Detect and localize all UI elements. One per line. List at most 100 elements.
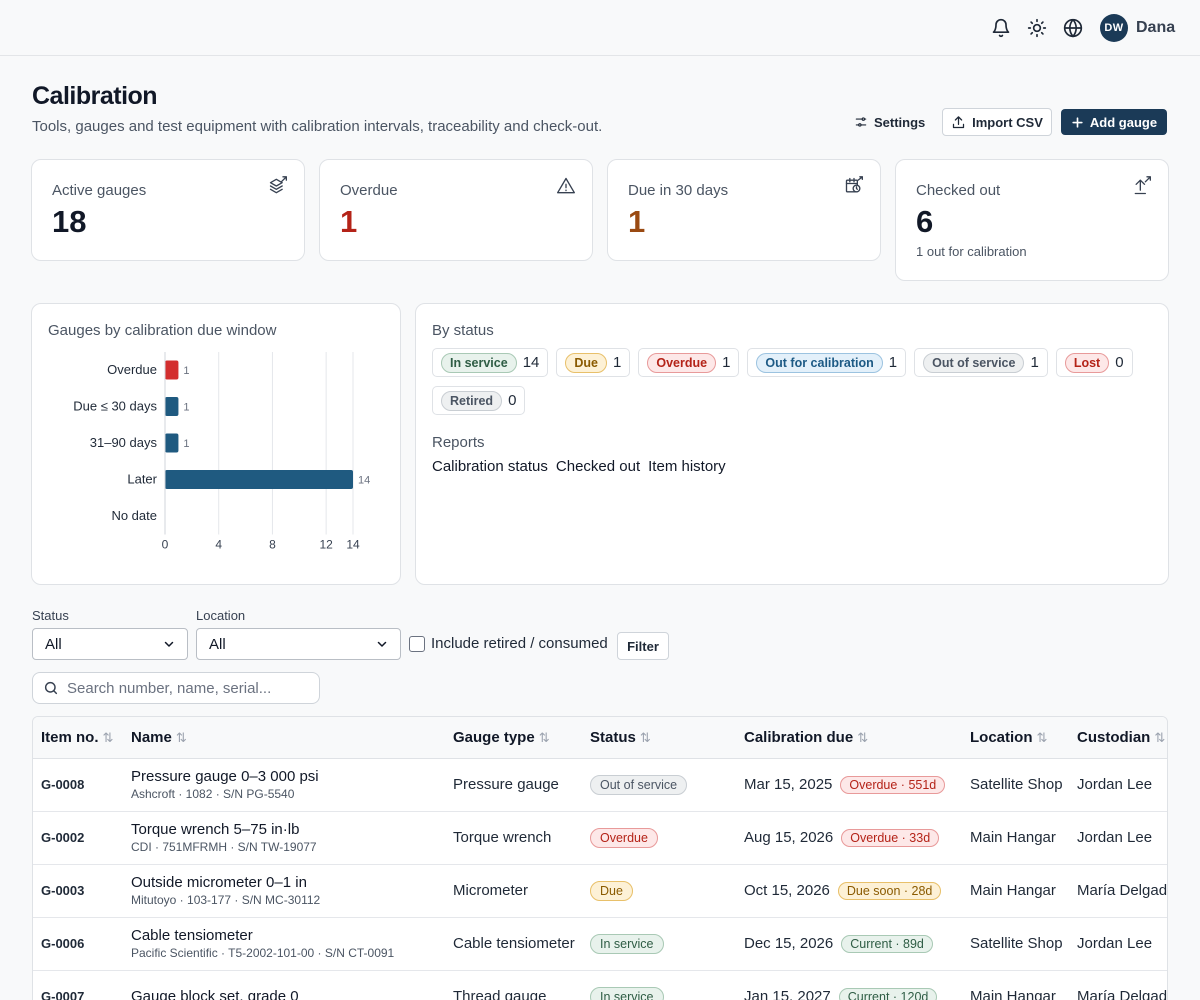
calibration-due-cell: Oct 15, 2026 Due soon · 28d: [736, 864, 962, 918]
column-header-name[interactable]: Name ⇅: [123, 717, 445, 759]
bar: [165, 360, 179, 380]
status-chip[interactable]: Due 1: [556, 348, 631, 377]
status-filter-select[interactable]: All: [32, 628, 188, 660]
item-name[interactable]: Pressure gauge 0–3 000 psi: [131, 767, 319, 785]
due-date: Oct 15, 2026: [744, 882, 830, 899]
column-header-status[interactable]: Status ⇅: [582, 717, 736, 759]
search-input[interactable]: [67, 679, 297, 697]
item-name[interactable]: Outside micrometer 0–1 in: [131, 873, 307, 891]
status-chip-count: 0: [508, 392, 517, 409]
table-row[interactable]: G-0003 Outside micrometer 0–1 in Mitutoyo …: [33, 864, 1167, 918]
item-details: Ashcroft · 1082 · S/N PG-5540: [131, 786, 295, 801]
import-csv-button[interactable]: Import CSV: [942, 108, 1052, 136]
sort-icon: ⇅: [175, 729, 187, 745]
calibration-due-cell: Aug 15, 2026 Overdue · 33d: [736, 811, 962, 865]
stat-card-active-gauges[interactable]: Active gauges 18: [31, 159, 305, 261]
search-box[interactable]: [32, 672, 320, 704]
item-no-cell[interactable]: G-0002: [33, 811, 123, 865]
stat-note: 1 out for calibration: [916, 244, 1027, 259]
sort-icon: ⇅: [538, 729, 550, 745]
stat-card-due-30[interactable]: Due in 30 days 1: [607, 159, 881, 261]
stat-label: Active gauges: [52, 182, 147, 199]
stat-value: 1: [628, 204, 646, 239]
name-cell[interactable]: Torque wrench 5–75 in·lb CDI · 751MFRMH ·…: [123, 811, 445, 865]
reports-title: Reports: [432, 434, 485, 451]
custodian-cell: Jordan Lee: [1069, 811, 1167, 865]
sun-icon[interactable]: [1026, 17, 1048, 39]
status-chip-label: Due: [565, 352, 607, 373]
column-header-gauge-type[interactable]: Gauge type ⇅: [445, 717, 582, 759]
status-chip-label: In service: [441, 352, 517, 373]
status-badge: In service: [590, 987, 664, 1000]
user-name[interactable]: Dana: [1136, 19, 1176, 36]
item-details: Mitutoyo · 103-177 · S/N MC-30112: [131, 892, 321, 907]
bar: [165, 397, 179, 416]
globe-icon[interactable]: [1062, 17, 1084, 39]
column-header-custodian[interactable]: Custodian ⇅: [1069, 717, 1167, 759]
due-window-bar-chart: 0 4 8 12 14 Overdue 1 Due ≤ 30 days 1 31–90 days 1…: [73, 352, 370, 552]
status-chip-count: 1: [1030, 354, 1039, 371]
search-icon: [44, 681, 58, 695]
due-date: Aug 15, 2026: [744, 829, 834, 846]
column-header-item-no[interactable]: Item no. ⇅: [33, 717, 123, 759]
column-header-location[interactable]: Location ⇅: [962, 717, 1069, 759]
column-header-calibration-due[interactable]: Calibration due ⇅: [736, 717, 962, 759]
item-name[interactable]: Torque wrench 5–75 in·lb: [131, 820, 300, 838]
status-chip-label: Out for calibration: [756, 352, 883, 373]
report-link-calibration-status[interactable]: Calibration status: [432, 458, 548, 475]
status-chip[interactable]: Out for calibration 1: [747, 348, 907, 377]
item-name[interactable]: Cable tensiometer: [131, 926, 253, 944]
gauge-type-cell: Torque wrench: [445, 811, 582, 865]
settings-button[interactable]: Settings: [848, 109, 931, 135]
bar-value-label: 1: [183, 365, 189, 377]
bell-icon[interactable]: [990, 17, 1012, 39]
by-status-title: By status: [432, 322, 494, 339]
sort-icon: ⇅: [102, 729, 114, 745]
status-chip[interactable]: In service 14: [432, 348, 549, 377]
table-row[interactable]: G-0007 Gauge block set, grade 0 Thread gau…: [33, 970, 1167, 1000]
status-badge: Overdue: [590, 828, 658, 848]
report-link-item-history[interactable]: Item history: [648, 458, 726, 475]
item-no-cell[interactable]: G-0003: [33, 864, 123, 918]
stat-card-checked-out[interactable]: Checked out 6 1 out for calibration: [895, 159, 1169, 281]
add-gauge-button[interactable]: Add gauge: [1061, 109, 1167, 135]
status-chip[interactable]: Out of service 1: [914, 348, 1048, 377]
custodian-cell: María Delgado: [1069, 970, 1167, 1000]
avatar[interactable]: DW: [1100, 14, 1128, 42]
table-row[interactable]: G-0008 Pressure gauge 0–3 000 psi Ashcroft…: [33, 758, 1167, 812]
settings-label: Settings: [874, 114, 926, 130]
upload-icon: [1134, 176, 1151, 195]
include-retired-label[interactable]: Include retired / consumed: [431, 635, 608, 652]
bar: [165, 470, 353, 489]
item-no-cell[interactable]: G-0007: [33, 970, 123, 1000]
item-no-cell[interactable]: G-0008: [33, 758, 123, 812]
name-cell[interactable]: Pressure gauge 0–3 000 psi Ashcroft · 108…: [123, 758, 445, 812]
calibration-due-cell: Dec 15, 2026 Current · 89d: [736, 917, 962, 971]
location-filter-label: Location: [196, 608, 246, 623]
name-cell[interactable]: Outside micrometer 0–1 in Mitutoyo · 103-…: [123, 864, 445, 918]
name-cell[interactable]: Gauge block set, grade 0: [123, 970, 445, 1000]
stat-card-overdue[interactable]: Overdue 1: [319, 159, 593, 261]
include-retired-checkbox[interactable]: [409, 636, 425, 652]
category-label: Due ≤ 30 days: [73, 399, 157, 414]
status-chip[interactable]: Lost 0: [1055, 348, 1133, 377]
item-name[interactable]: Gauge block set, grade 0: [131, 987, 299, 1000]
name-cell[interactable]: Cable tensiometer Pacific Scientific · T5…: [123, 917, 445, 971]
item-details: Pacific Scientific · T5-2002-101-00 · S/…: [131, 945, 395, 960]
status-badge: In service: [590, 934, 664, 954]
report-link-checked-out[interactable]: Checked out: [555, 458, 641, 475]
custodian-cell: Jordan Lee: [1069, 758, 1167, 812]
status-chip-label: Out of service: [923, 352, 1025, 373]
location-filter-select[interactable]: All: [196, 628, 401, 660]
table-row[interactable]: G-0006 Cable tensiometer Pacific Scientifi…: [33, 917, 1167, 971]
plus-icon: [1072, 116, 1083, 128]
due-badge: Current · 120d: [838, 988, 938, 1000]
status-chip[interactable]: Overdue 1: [638, 348, 740, 377]
status-chip[interactable]: Retired 0: [432, 386, 526, 415]
status-cell: Due: [582, 864, 736, 918]
filter-button[interactable]: Filter: [617, 632, 669, 660]
add-gauge-label: Add gauge: [1089, 114, 1158, 130]
table-row[interactable]: G-0002 Torque wrench 5–75 in·lb CDI · 751M…: [33, 811, 1167, 865]
sliders-icon: [855, 117, 867, 127]
item-no-cell[interactable]: G-0006: [33, 917, 123, 971]
